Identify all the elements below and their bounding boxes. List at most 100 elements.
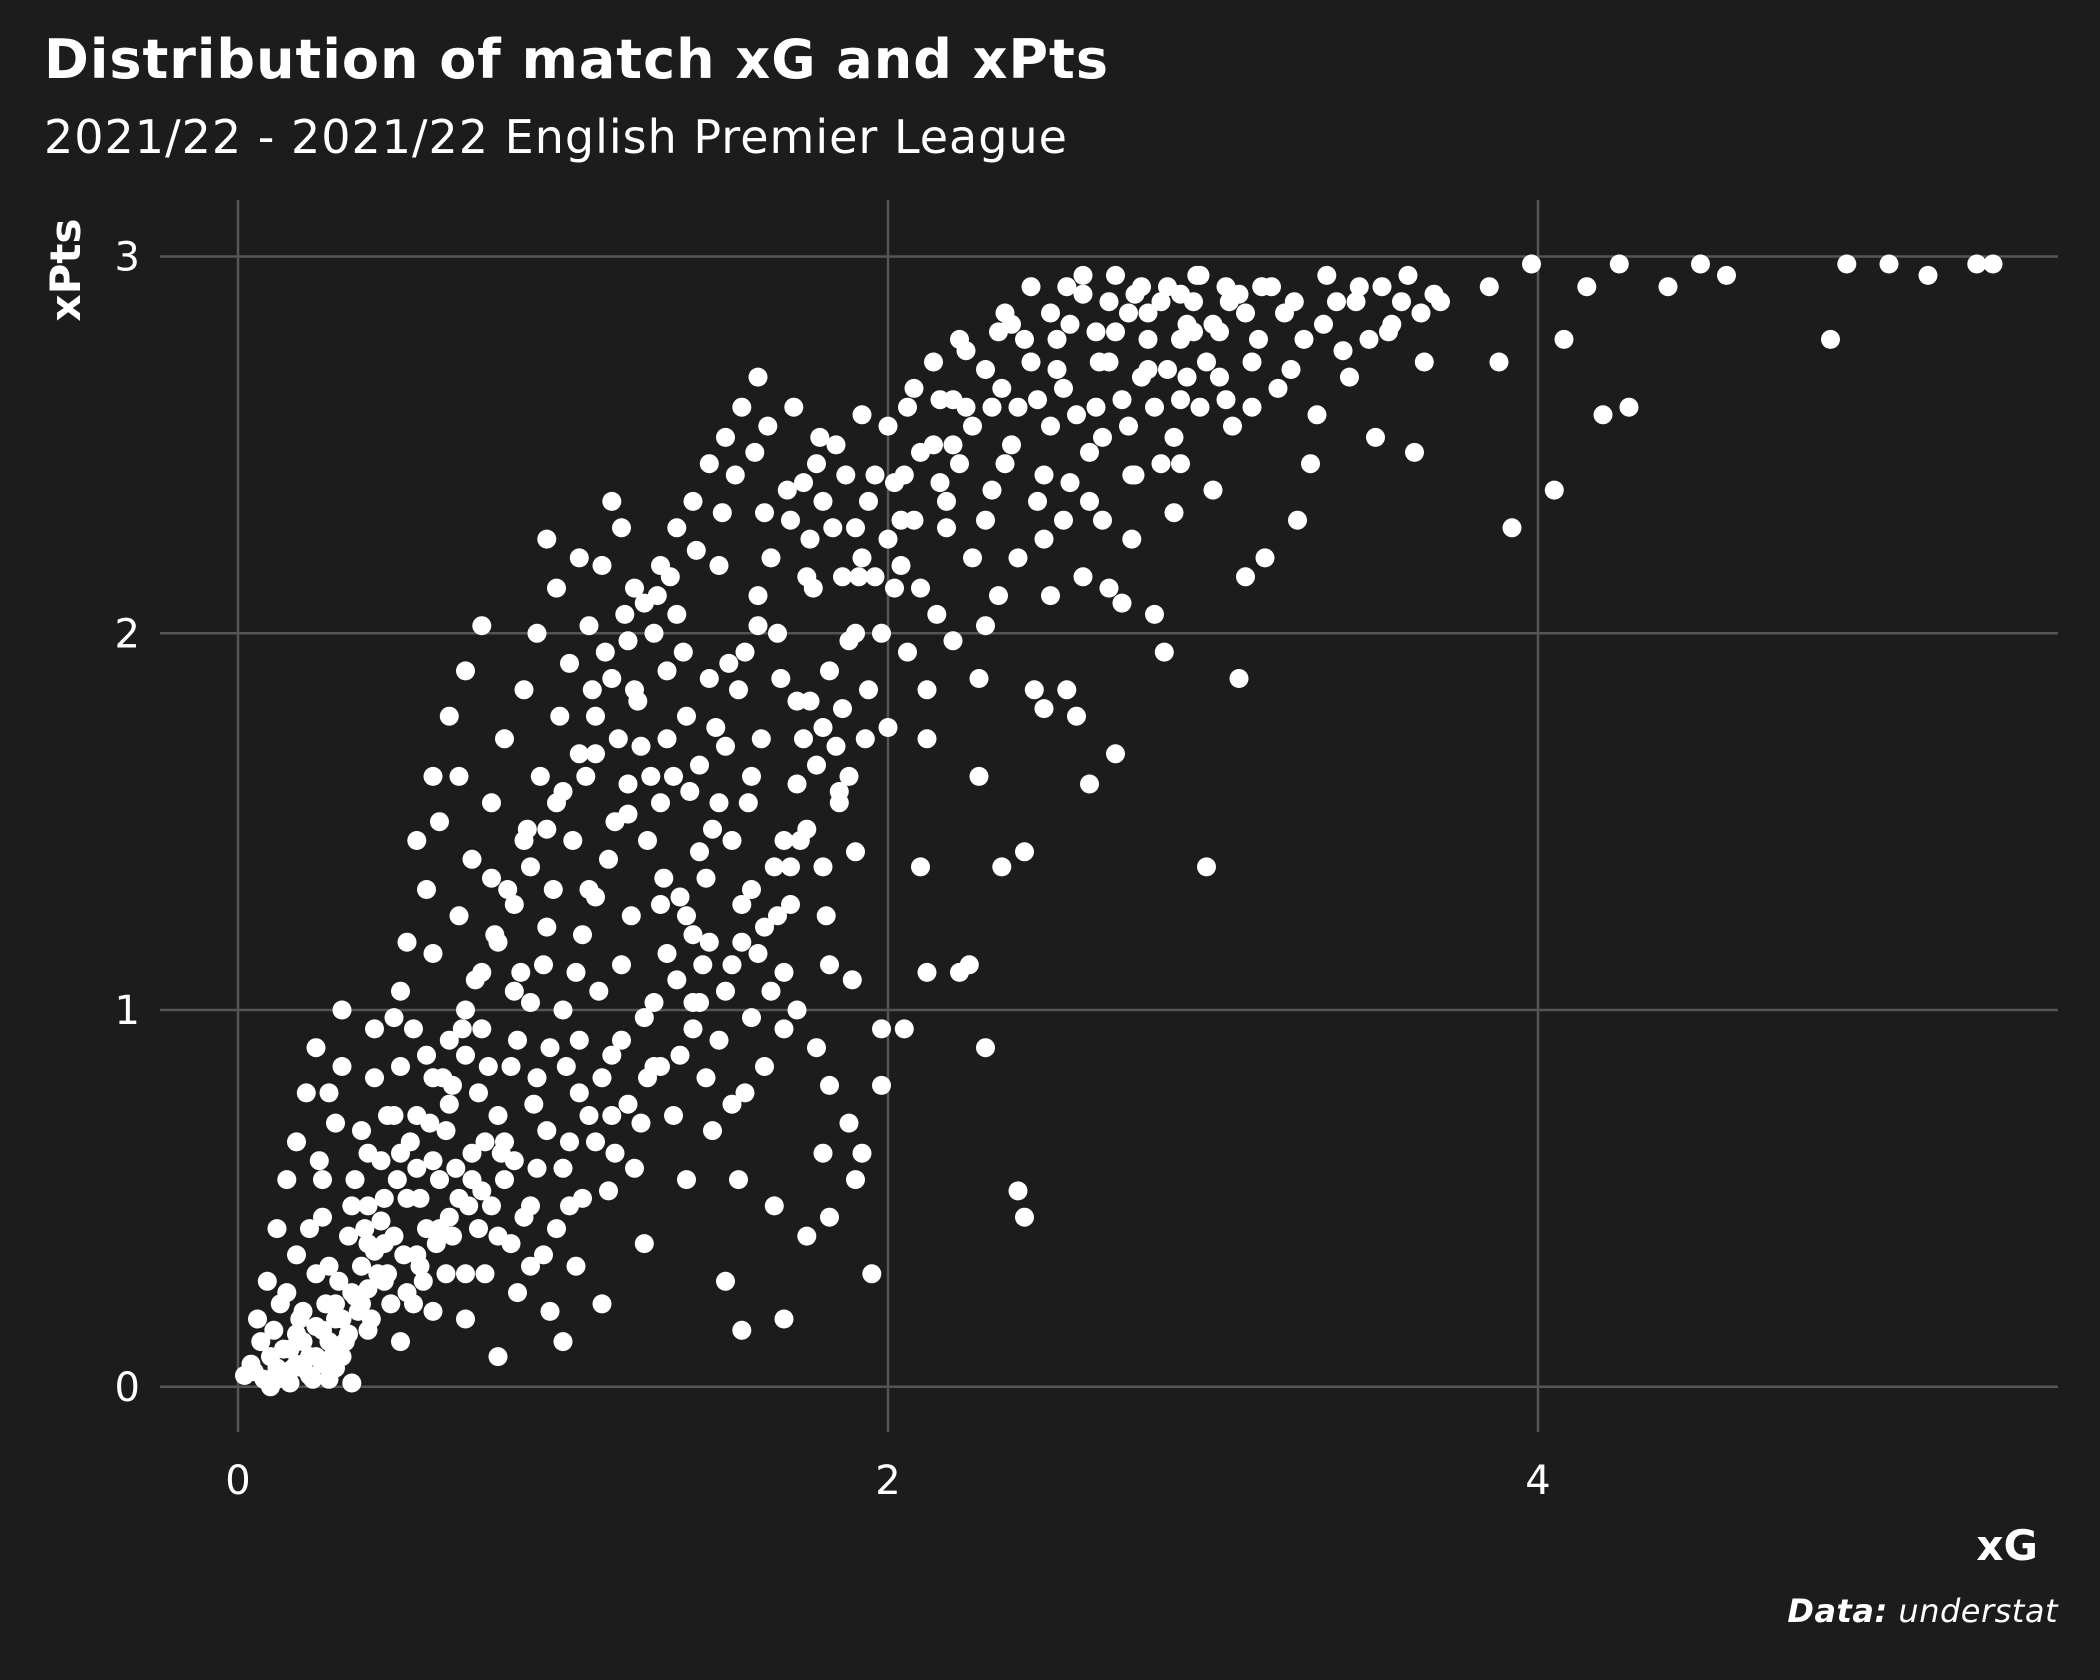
scatter-point — [846, 518, 865, 538]
scatter-point — [911, 578, 930, 598]
scatter-point — [950, 962, 969, 982]
scatter-point — [391, 1057, 410, 1076]
scatter-point — [761, 981, 781, 1001]
scatter-point — [517, 819, 537, 839]
scatter-point — [1691, 254, 1710, 274]
scatter-point — [1366, 427, 1385, 447]
scatter-point — [1197, 352, 1216, 372]
scatter-point — [1359, 329, 1379, 349]
scatter-point — [586, 744, 605, 764]
scatter-point — [634, 1008, 654, 1028]
scatter-point — [1658, 277, 1678, 297]
scatter-point — [358, 1196, 378, 1216]
scatter-point — [1502, 518, 1522, 538]
scatter-point — [654, 868, 674, 888]
scatter-point — [1093, 510, 1112, 530]
data-points — [235, 254, 2003, 1397]
scatter-point — [391, 1332, 410, 1352]
scatter-point — [820, 1075, 839, 1095]
scatter-point — [1112, 593, 1132, 613]
scatter-point — [1132, 277, 1151, 297]
scatter-point — [852, 548, 872, 568]
scatter-point — [651, 793, 670, 813]
scatter-point — [296, 1083, 316, 1103]
scatter-point — [1242, 352, 1262, 372]
scatter-point — [712, 503, 732, 523]
scatter-point — [826, 435, 846, 455]
scatter-point — [1593, 405, 1613, 425]
scatter-point — [355, 1219, 375, 1239]
scatter-point — [621, 906, 641, 926]
scatter-point — [465, 970, 485, 990]
scatter-point — [537, 529, 557, 549]
scatter-point — [368, 1264, 388, 1284]
scatter-point — [420, 1113, 440, 1133]
scatter-point — [387, 1170, 407, 1190]
scatter-point — [352, 1256, 371, 1276]
scatter-point — [579, 1106, 599, 1125]
scatter-point — [417, 1219, 436, 1239]
scatter-point — [729, 680, 748, 700]
scatter-point — [527, 1158, 547, 1178]
scatter-point — [478, 1057, 498, 1076]
scatter-point — [742, 1008, 761, 1028]
scatter-point — [1411, 303, 1431, 323]
scatter-point — [511, 962, 531, 982]
scatter-point — [1047, 329, 1067, 349]
scatter-point — [719, 653, 739, 673]
scatter-point — [1034, 699, 1054, 719]
scatter-point — [774, 1019, 794, 1039]
y-tick-label: 3 — [115, 235, 140, 281]
scatter-point — [878, 416, 898, 436]
scatter-point — [651, 895, 670, 914]
scatter-point — [677, 1170, 696, 1190]
scatter-point — [313, 1207, 332, 1227]
scatter-point — [602, 491, 622, 511]
scatter-point — [709, 793, 729, 813]
scatter-point — [495, 1170, 514, 1190]
scatter-point — [306, 1317, 326, 1336]
scatter-point — [690, 842, 709, 862]
scatter-point — [644, 623, 664, 643]
scatter-point — [592, 1294, 612, 1314]
scatter-point — [1327, 292, 1346, 312]
scatter-point — [1119, 303, 1138, 323]
scatter-point — [452, 1019, 472, 1039]
scatter-point — [430, 1170, 449, 1190]
scatter-point — [634, 1234, 654, 1254]
scatter-point — [566, 962, 586, 982]
scatter-point — [514, 1207, 534, 1227]
scatter-point — [670, 1045, 690, 1065]
scatter-point — [277, 1170, 297, 1190]
scatter-point — [456, 661, 475, 681]
scatter-point — [423, 766, 443, 786]
scatter-point — [1099, 578, 1119, 598]
scatter-point — [1379, 322, 1398, 342]
scatter-point — [495, 729, 514, 749]
scatter-point — [696, 1068, 716, 1088]
scatter-point — [303, 1369, 323, 1389]
scatter-point — [774, 962, 794, 982]
scatter-point — [1210, 367, 1229, 387]
scatter-point — [1073, 284, 1093, 304]
scatter-point — [696, 868, 716, 888]
scatter-point — [1093, 427, 1112, 447]
scatter-point — [1002, 435, 1021, 455]
scatter-point — [1119, 416, 1138, 436]
scatter-point — [257, 1271, 277, 1291]
scatter-point — [800, 529, 820, 549]
scatter-point — [982, 480, 1002, 500]
scatter-point — [618, 774, 638, 794]
scatter-point — [413, 1271, 433, 1291]
scatter-point — [1184, 322, 1203, 342]
scatter-point — [586, 887, 605, 907]
scatter-point — [615, 604, 635, 624]
scatter-point — [462, 849, 482, 869]
scatter-point — [449, 766, 469, 786]
scatter-point — [836, 465, 856, 485]
scatter-point — [569, 744, 589, 764]
scatter-point — [290, 1309, 310, 1329]
scatter-point — [784, 397, 804, 417]
scatter-point — [586, 1132, 605, 1152]
